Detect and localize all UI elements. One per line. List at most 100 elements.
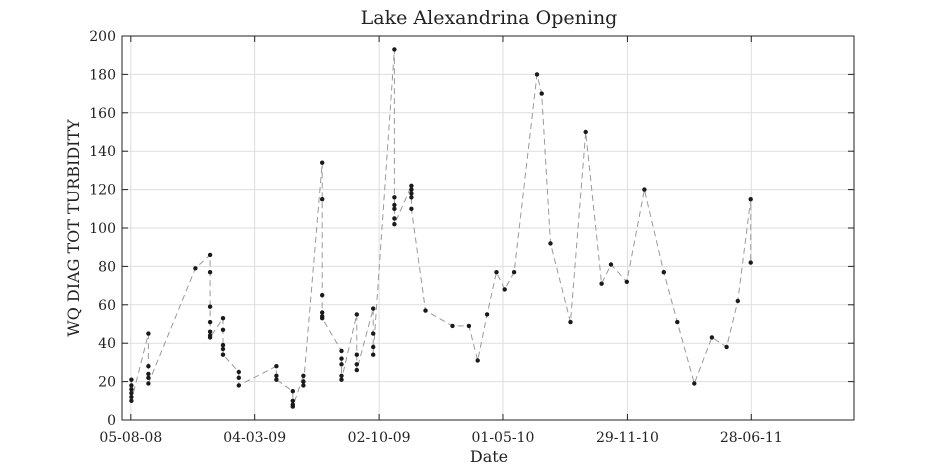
data-point: [301, 379, 306, 384]
data-point: [220, 316, 226, 321]
y-tick-label: 120: [89, 183, 116, 199]
data-point: [539, 91, 544, 96]
x-tick-label: 05-08-08: [99, 430, 162, 446]
y-tick-label: 200: [89, 29, 116, 45]
data-point: [642, 187, 647, 192]
data-point: [146, 375, 151, 380]
data-point: [371, 344, 376, 350]
data-point: [494, 270, 499, 275]
data-point: [392, 47, 397, 52]
data-point: [339, 362, 344, 367]
x-tick-label: 04-03-09: [223, 430, 286, 446]
data-point: [220, 327, 226, 332]
data-point: [371, 352, 376, 357]
data-point: [354, 362, 359, 367]
data-point: [661, 270, 666, 275]
data-point: [146, 364, 151, 369]
data-point: [748, 260, 753, 265]
data-point: [450, 323, 455, 329]
data-point: [193, 266, 198, 271]
data-point: [423, 308, 428, 313]
data-point: [692, 381, 697, 386]
data-point: [534, 72, 540, 77]
data-point: [207, 319, 213, 325]
data-point: [409, 187, 414, 192]
data-point: [236, 369, 241, 375]
data-point: [146, 381, 151, 386]
data-point: [608, 262, 614, 267]
ticks: 0 20 40 60 80 100 120 140 160 180 200 05-08-08 04-03…: [89, 29, 854, 446]
data-point: [274, 364, 279, 369]
data-point: [207, 304, 213, 309]
data-point: [220, 346, 226, 352]
data-point: [320, 160, 325, 165]
data-point: [599, 281, 604, 286]
data-point: [236, 383, 241, 388]
data-point: [320, 197, 325, 202]
x-tick-label: 28-06-11: [720, 430, 783, 446]
data-point: [320, 293, 325, 298]
data-point: [290, 389, 295, 394]
data-point: [466, 323, 472, 329]
y-tick-label: 160: [89, 106, 116, 122]
data-point: [146, 331, 151, 336]
data-point: [129, 390, 134, 396]
data-point: [371, 306, 376, 311]
data-point: [146, 371, 151, 377]
data-point: [339, 348, 344, 354]
data-point: [274, 377, 279, 382]
data-point: [320, 310, 325, 315]
y-tick-label: 0: [107, 413, 116, 429]
y-tick-label: 40: [98, 336, 116, 352]
data-point: [583, 129, 588, 135]
data-point: [475, 358, 480, 363]
data-point: [301, 383, 306, 388]
data-point: [339, 373, 344, 378]
y-tick-label: 140: [89, 144, 116, 160]
y-tick-label: 20: [98, 375, 116, 391]
data-point: [354, 367, 359, 373]
data-point: [129, 394, 134, 400]
data-point: [354, 352, 359, 357]
data-point: [484, 312, 490, 317]
data-point: [301, 373, 306, 378]
data-point: [624, 279, 629, 284]
series-layer: [129, 47, 753, 409]
data-point: [392, 195, 397, 200]
data-point: [548, 241, 553, 246]
data-point: [371, 331, 376, 336]
data-point: [392, 202, 397, 208]
data-point: [409, 191, 414, 196]
data-point: [236, 375, 241, 380]
data-point: [511, 270, 517, 275]
data-point: [409, 183, 414, 188]
data-point: [207, 252, 213, 258]
data-point: [207, 270, 213, 275]
x-tick-label: 01-05-10: [472, 430, 535, 446]
data-point: [392, 206, 397, 211]
data-point: [409, 206, 414, 211]
data-point: [129, 377, 134, 382]
data-point: [409, 195, 414, 200]
data-point: [220, 352, 226, 357]
data-point: [207, 335, 213, 340]
x-axis-label: Date: [470, 447, 508, 466]
data-point: [274, 373, 279, 378]
y-tick-label: 80: [98, 259, 116, 275]
y-axis-label: WQ DIAG TOT TURBIDITY: [64, 119, 83, 337]
data-point: [735, 298, 740, 304]
data-point: [354, 312, 359, 317]
data-point: [320, 316, 325, 321]
data-point: [290, 398, 295, 403]
data-point: [568, 319, 573, 325]
data-point: [502, 287, 507, 292]
data-point: [339, 377, 344, 382]
data-point: [675, 319, 680, 325]
data-point: [339, 356, 344, 361]
data-point: [392, 222, 397, 227]
data-point: [220, 342, 226, 348]
data-point: [392, 216, 397, 221]
data-point: [748, 197, 753, 202]
y-tick-label: 100: [89, 221, 116, 237]
